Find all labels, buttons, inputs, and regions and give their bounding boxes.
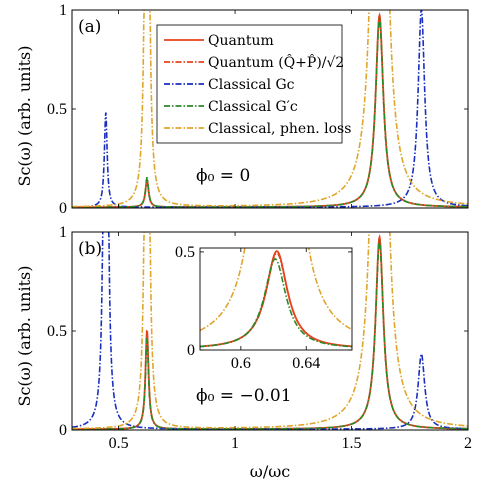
panel-a-frame — [71, 9, 469, 209]
panel-b-frame — [71, 231, 469, 431]
panel-b: 0 0.5 1 0.5 1 1.5 2 (b) ϕ₀ = −0.01 0 0.5 0.6 0.64 — [47, 224, 472, 452]
inset-background — [200, 248, 352, 350]
series-line-3 — [72, 16, 468, 208]
y-tick-label: 0 — [187, 342, 195, 359]
panel-b-annotation: ϕ₀ = −0.01 — [196, 386, 292, 406]
inset-curves — [200, 248, 352, 348]
legend: Quantum Quantum (Q̂+P̂)/√2 Classical Gc Cla… — [156, 24, 351, 144]
series-line-4 — [72, 10, 468, 208]
panel-b-ticks: 0 0.5 1 0.5 1 1.5 2 — [47, 224, 472, 452]
inset: 0 0.5 0.6 0.64 — [175, 244, 353, 372]
legend-label-1: Quantum (Q̂+P̂)/√2 — [208, 53, 344, 71]
panel-a-y-axis-label: Sc(ω) (arb. units) — [15, 46, 34, 187]
x-tick-label: 0.64 — [292, 355, 320, 372]
legend-label-2: Classical Gc — [208, 77, 295, 93]
legend-entries: Quantum Quantum (Q̂+P̂)/√2 Classical Gc Cla… — [164, 33, 351, 137]
series-line-2 — [200, 258, 352, 348]
panel-b-y-axis-label: Sc(ω) (arb. units) — [15, 266, 34, 407]
series-line-4 — [72, 232, 468, 430]
y-tick-label: 0 — [59, 200, 67, 217]
y-tick-label: 1 — [59, 224, 67, 241]
panel-b-label: (b) — [78, 239, 102, 259]
panel-b-curves — [72, 232, 468, 430]
x-tick-label: 1 — [231, 435, 239, 452]
y-tick-label: 1 — [59, 2, 67, 19]
y-tick-label: 0.5 — [47, 101, 67, 118]
panel-a: 0 0.5 1 (a) ϕ₀ = 0 Quantum Quantum (Q̂+P̂)/… — [47, 2, 469, 217]
x-tick-label: 0.5 — [109, 435, 129, 452]
x-tick-label: 1.5 — [342, 435, 362, 452]
x-tick-label: 0.6 — [231, 355, 251, 372]
y-tick-label: 0.5 — [175, 244, 195, 261]
series-line-3 — [72, 238, 468, 430]
panel-a-label: (a) — [78, 17, 101, 37]
y-tick-label: 0.5 — [47, 323, 67, 340]
legend-label-4: Classical, phen. loss — [208, 121, 351, 137]
inset-frame — [199, 247, 353, 351]
x-tick-label: 2 — [464, 435, 472, 452]
legend-label-0: Quantum — [208, 33, 274, 49]
y-tick-label: 0 — [59, 422, 67, 439]
panel-a-curves — [72, 10, 468, 208]
series-line-2 — [72, 232, 468, 430]
x-axis-label: ω/ωc — [250, 462, 290, 481]
panel-a-annotation: ϕ₀ = 0 — [196, 166, 250, 186]
legend-label-3: Classical G′c — [208, 99, 298, 115]
